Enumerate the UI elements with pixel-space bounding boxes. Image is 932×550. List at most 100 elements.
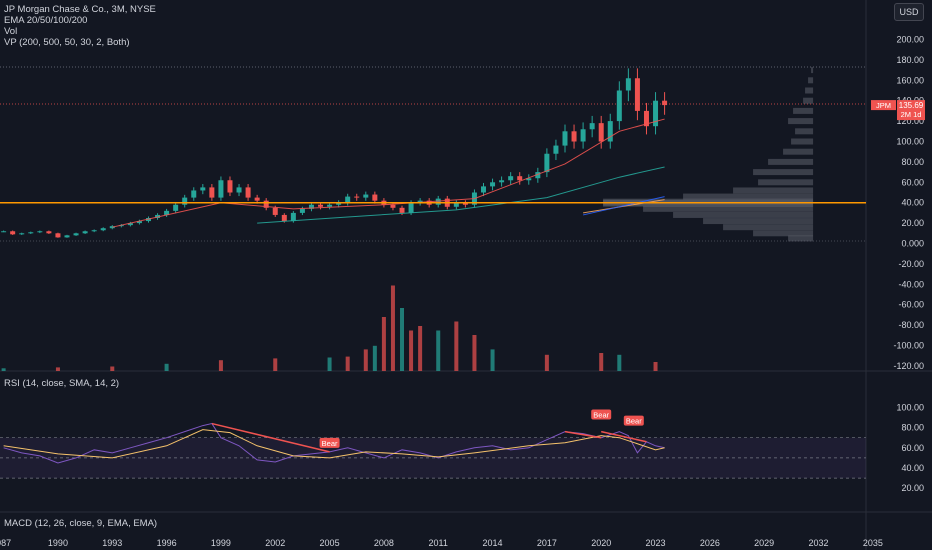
volume-profile-bar	[753, 169, 814, 176]
candle-body	[290, 212, 296, 222]
time-tick-label: 1999	[211, 538, 231, 548]
price-tick-label: 200.00	[896, 35, 924, 45]
price-tick-label: 120.00	[896, 116, 924, 126]
bar-countdown: 2M 1d	[901, 110, 922, 119]
candle-body	[535, 172, 541, 179]
candle-body	[37, 231, 43, 233]
volume-profile	[603, 67, 814, 242]
symbol-badge-label: JPM	[876, 101, 891, 110]
currency-button[interactable]: USD	[894, 3, 924, 21]
time-tick-label: 2026	[700, 538, 720, 548]
candle-body	[227, 180, 233, 193]
indicator-vp[interactable]: VP (200, 500, 50, 30, 2, Both)	[4, 37, 130, 48]
bear-label: Bear	[322, 439, 338, 448]
candle-body	[245, 187, 251, 198]
candle-body	[191, 190, 197, 198]
rsi-tick-label: 100.00	[896, 402, 924, 412]
bear-label-bg	[623, 415, 644, 426]
price-tick-label: -100.00	[893, 341, 924, 351]
time-tick-label: 987	[0, 538, 11, 548]
volume-profile-bar	[673, 211, 814, 218]
volume-bar	[454, 321, 459, 371]
volume-profile-bar	[768, 158, 814, 165]
candle-body	[598, 123, 604, 142]
time-tick-label: 2005	[320, 538, 340, 548]
candle-body	[435, 198, 441, 205]
macd-label[interactable]: MACD (12, 26, close, 9, EMA, EMA)	[4, 518, 158, 529]
candle-body	[209, 187, 215, 198]
symbol-badge	[871, 100, 896, 111]
candle-body	[653, 100, 659, 127]
volume-profile-bar	[811, 67, 814, 74]
price-tick-label: -80.00	[898, 320, 924, 330]
last-price-value: 135.69	[899, 101, 924, 110]
candle-body	[553, 145, 559, 154]
candle-body	[91, 230, 97, 232]
volume-bar	[653, 362, 658, 371]
indicator-vol[interactable]: Vol	[4, 26, 18, 37]
volume-profile-bar	[795, 128, 814, 135]
volume-bar	[164, 363, 169, 371]
time-tick-label: 2008	[374, 538, 394, 548]
candle-body	[200, 187, 206, 191]
volume-bar	[55, 367, 60, 371]
volume-bar	[218, 360, 223, 371]
candle-body	[408, 202, 414, 213]
axes: 200.00180.00160.00140.00120.00100.0080.0…	[0, 35, 924, 549]
price-tick-label: 100.00	[896, 137, 924, 147]
volume-bar	[599, 353, 604, 371]
indicator-ema[interactable]: EMA 20/50/100/200	[4, 15, 88, 26]
rsi-tick-label: 80.00	[901, 423, 924, 433]
candlesticks	[1, 68, 668, 238]
volume-profile-bar	[758, 179, 814, 186]
volume-profile-bar	[723, 224, 814, 231]
time-tick-label: 1990	[48, 538, 68, 548]
candle-body	[10, 231, 16, 235]
bear-divergence-line	[211, 422, 330, 453]
candle-body	[390, 204, 396, 208]
volume-profile-bar	[703, 218, 814, 225]
volume-profile-bar	[788, 235, 814, 242]
candle-body	[336, 202, 342, 205]
bear-label-bg	[591, 409, 612, 420]
volume-bar	[363, 349, 368, 371]
volume-bar	[400, 308, 405, 371]
time-tick-label: 2017	[537, 538, 557, 548]
time-tick-label: 2011	[429, 538, 448, 548]
volume-bar	[409, 330, 414, 371]
candle-body	[508, 176, 514, 181]
candle-body	[490, 182, 496, 187]
volume-bar	[110, 366, 115, 371]
candle-body	[625, 78, 631, 91]
candle-body	[517, 176, 523, 181]
bear-divergence-line	[601, 430, 647, 443]
volume-bar	[390, 285, 395, 371]
symbol-title[interactable]: JP Morgan Chase & Co., 3M, NYSE	[4, 4, 156, 15]
chart-legend: JP Morgan Chase & Co., 3M, NYSE EMA 20/5…	[4, 4, 156, 48]
rsi-tick-label: 60.00	[901, 443, 924, 453]
candle-body	[634, 78, 640, 111]
candle-body	[254, 197, 260, 201]
candle-body	[417, 200, 423, 203]
volume-bar	[1, 368, 6, 371]
rsi-ma-line	[3, 429, 665, 459]
ema-line	[257, 166, 665, 224]
time-tick-label: 2035	[863, 538, 883, 548]
volume-bar	[436, 330, 441, 371]
ema-line	[112, 118, 665, 228]
time-tick-label: 1996	[157, 538, 177, 548]
price-tick-label: 0.000	[901, 239, 924, 249]
price-tick-label: -40.00	[898, 279, 924, 289]
volume-profile-bar	[753, 230, 814, 237]
ema-lines	[112, 118, 665, 228]
candle-body	[173, 204, 179, 211]
candle-body	[308, 204, 314, 209]
rsi-label[interactable]: RSI (14, close, SMA, 14, 2)	[4, 378, 120, 389]
volume-profile-bar	[733, 187, 814, 194]
volume-bar	[273, 358, 278, 371]
volume-bar	[544, 354, 549, 371]
candle-body	[589, 123, 595, 130]
volume-profile-bar	[643, 205, 814, 212]
